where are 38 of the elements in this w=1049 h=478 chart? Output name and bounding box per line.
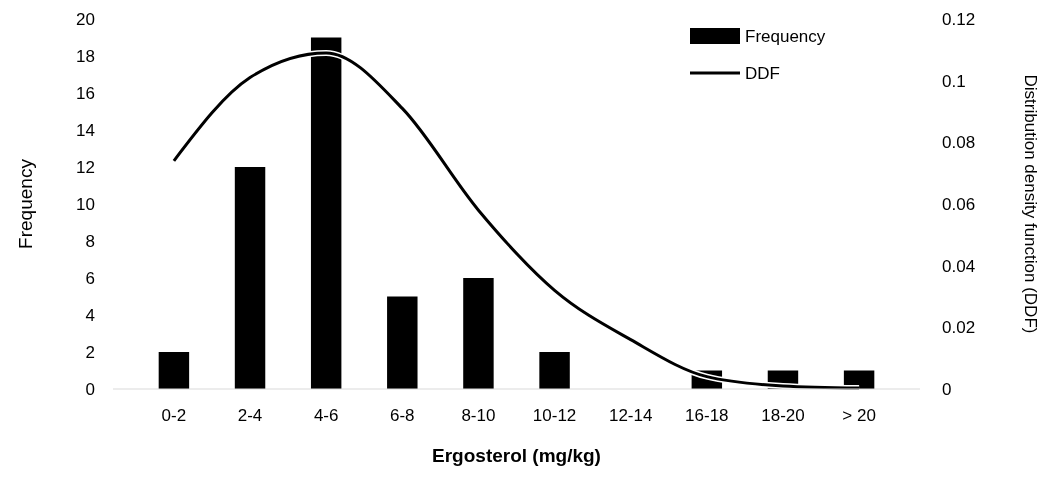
y-tick-label: 2 — [85, 342, 95, 362]
x-tick-label: 2-4 — [237, 406, 263, 425]
y2-tick-label: 0 — [942, 379, 952, 399]
y2-tick-label: 0.06 — [942, 194, 976, 214]
bar — [539, 352, 570, 389]
bar — [463, 278, 494, 389]
y-tick-label: 18 — [76, 46, 95, 66]
x-tick-label: 16-18 — [685, 406, 729, 425]
x-tick-label: 8-10 — [461, 406, 496, 425]
x-tick-label: 0-2 — [161, 406, 187, 425]
x-tick-label: 6-8 — [390, 406, 415, 425]
y-tick-label: 14 — [76, 120, 95, 140]
y-tick-label: 0 — [85, 379, 95, 399]
y2-tick-label: 0.1 — [942, 71, 966, 91]
x-tick-label: 18-20 — [761, 406, 805, 425]
y-tick-label: 16 — [76, 83, 95, 103]
y2-tick-label: 0.12 — [942, 9, 976, 29]
legend-label: DDF — [745, 63, 780, 83]
bar — [158, 352, 190, 389]
y2-axis-title: Distribution density function (DDF) — [1021, 74, 1040, 334]
y2-tick-label: 0.02 — [942, 318, 976, 338]
y-axis-title: Frequency — [15, 158, 36, 249]
y-tick-label: 4 — [85, 305, 95, 325]
y-tick-label: 10 — [76, 194, 95, 214]
legend-label: Frequency — [745, 26, 826, 46]
y-tick-label: 20 — [76, 9, 95, 29]
x-tick-label: 12-14 — [608, 406, 653, 425]
y2-tick-label: 0.08 — [942, 133, 976, 153]
bar — [234, 167, 266, 389]
x-tick-label: > 20 — [842, 406, 876, 425]
y-tick-label: 8 — [85, 231, 95, 251]
y-tick-label: 6 — [85, 268, 95, 288]
y2-tick-label: 0.04 — [942, 256, 976, 276]
x-axis-title: Ergosterol (mg/kg) — [432, 445, 601, 466]
x-tick-label: 4-6 — [313, 406, 339, 425]
bar — [387, 296, 418, 389]
y-tick-label: 12 — [76, 157, 95, 177]
x-tick-label: 10-12 — [532, 406, 577, 425]
